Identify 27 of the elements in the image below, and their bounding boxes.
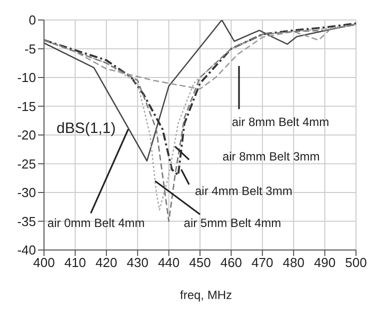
y-tick-label: -15 (17, 98, 36, 114)
x-tick-label: 500 (345, 255, 367, 270)
y-tick-label: -5 (24, 41, 36, 56)
y-tick-label: -20 (17, 128, 36, 143)
x-tick-label: 400 (33, 255, 55, 270)
x-tick-label: 480 (282, 255, 304, 270)
annotation: air 8mm Belt 4mm (232, 115, 330, 130)
y-tick-label: -35 (17, 214, 36, 229)
x-tick-label: 440 (158, 255, 180, 270)
y-tick-label: -25 (17, 156, 36, 172)
x-tick-label: 460 (220, 255, 242, 270)
y-tick-label: 0 (28, 12, 36, 28)
x-tick-label: 430 (126, 255, 148, 270)
y-tick-label: -30 (17, 185, 36, 200)
x-tick-label: 490 (314, 255, 336, 270)
y-tick-label: -10 (17, 70, 36, 86)
x-tick-label: 470 (252, 255, 274, 270)
x-tick-label: 420 (96, 255, 118, 270)
annotation: air 8mm Belt 3mm (222, 150, 320, 164)
y-tick-label: -40 (17, 242, 36, 258)
annotation: air 4mm Belt 3mm (195, 184, 292, 198)
annotation: air 5mm Belt 4mm (184, 216, 282, 230)
x-tick-label: 410 (64, 255, 86, 270)
x-axis-title: freq, MHz (178, 288, 233, 302)
x-tick-label: 450 (189, 255, 211, 270)
annotation: air 0mm Belt 4mm (47, 216, 145, 230)
annotation: dBS(1,1) (56, 120, 116, 137)
